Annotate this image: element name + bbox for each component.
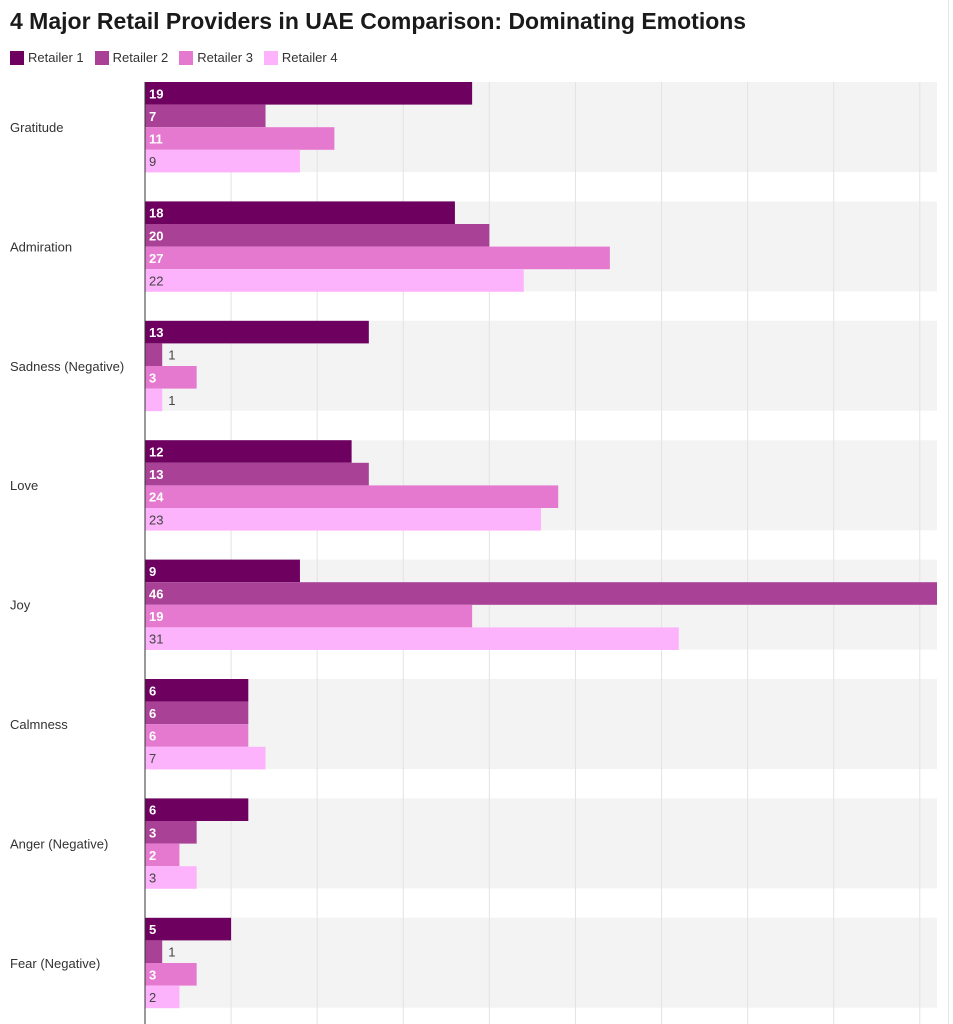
- chart-title: 4 Major Retail Providers in UAE Comparis…: [10, 8, 747, 34]
- data-label: 27: [149, 251, 163, 266]
- bar: [145, 746, 266, 770]
- data-label: 1: [168, 348, 175, 363]
- data-label: 18: [149, 206, 163, 221]
- data-label: 3: [149, 825, 156, 840]
- category-label: Admiration: [10, 239, 72, 254]
- category-label: Joy: [10, 598, 31, 613]
- data-label: 13: [149, 467, 163, 482]
- data-label: 12: [149, 445, 163, 460]
- data-label: 6: [149, 803, 156, 818]
- data-label: 2: [149, 848, 156, 863]
- bar: [145, 940, 163, 963]
- bar: [145, 246, 610, 270]
- category-label: Fear (Negative): [10, 956, 100, 971]
- data-label: 5: [149, 922, 156, 937]
- page-edge-rule: [948, 0, 949, 1024]
- bar: [145, 127, 335, 150]
- data-label: 19: [149, 609, 163, 624]
- data-label: 13: [149, 325, 163, 340]
- data-label: 3: [149, 370, 156, 385]
- bar: [145, 82, 473, 105]
- category-label: Calmness: [10, 717, 68, 732]
- data-label: 3: [149, 871, 156, 886]
- category-label: Anger (Negative): [10, 836, 108, 851]
- data-label: 6: [149, 683, 156, 698]
- data-label: 31: [149, 632, 163, 647]
- data-label: 1: [168, 393, 175, 408]
- bar: [145, 679, 249, 702]
- bar: [145, 343, 163, 366]
- data-label: 11: [149, 132, 163, 147]
- data-label: 9: [149, 564, 156, 579]
- bar: [145, 462, 369, 486]
- bar: [145, 582, 937, 605]
- bar: [145, 269, 524, 292]
- legend-label: Retailer 2: [112, 50, 169, 65]
- data-label: 3: [149, 967, 156, 982]
- category-label: Gratitude: [10, 120, 63, 135]
- data-label: 9: [149, 154, 156, 169]
- data-label: 2: [149, 990, 156, 1005]
- category-label: Sadness (Negative): [10, 359, 124, 374]
- legend-swatch: [263, 50, 278, 65]
- bar: [145, 485, 559, 508]
- legend-swatch: [179, 50, 194, 65]
- bar: [145, 627, 679, 650]
- data-label: 20: [149, 228, 163, 243]
- legend-item-retailer-4[interactable]: Retailer 4: [263, 50, 338, 65]
- bar: [145, 366, 197, 389]
- legend-swatch: [10, 50, 24, 65]
- bar: [145, 559, 300, 583]
- data-label: 19: [149, 86, 163, 101]
- data-label: 22: [149, 274, 163, 289]
- bar: [145, 843, 180, 867]
- bar: [145, 821, 197, 844]
- legend-label: Retailer 1: [28, 50, 84, 65]
- bar: [145, 724, 249, 747]
- bar: [145, 604, 473, 628]
- data-label: 6: [149, 706, 156, 721]
- bar: [145, 917, 232, 941]
- data-label: 24: [149, 490, 164, 505]
- bar: [145, 201, 455, 224]
- bar: [145, 701, 249, 725]
- legend-item-retailer-1[interactable]: Retailer 1: [10, 50, 84, 65]
- data-label: 23: [149, 512, 163, 527]
- data-label: 7: [149, 751, 156, 766]
- bar: [145, 963, 197, 986]
- bar: [145, 388, 163, 412]
- legend: Retailer 1 Retailer 2 Retailer 3 Retaile…: [10, 50, 338, 65]
- legend-item-retailer-2[interactable]: Retailer 2: [94, 50, 169, 65]
- bar: [145, 149, 300, 173]
- legend-item-retailer-3[interactable]: Retailer 3: [179, 50, 253, 65]
- data-label: 1: [168, 945, 175, 960]
- category-label: Love: [10, 478, 38, 493]
- legend-swatch: [94, 50, 109, 65]
- bar: [145, 985, 180, 1009]
- category-band: [145, 798, 937, 889]
- bar: [145, 866, 197, 889]
- legend-label: Retailer 3: [197, 50, 253, 65]
- bar: [145, 440, 352, 463]
- bar: [145, 798, 249, 821]
- bar: [145, 320, 369, 344]
- bar: [145, 224, 490, 247]
- category-band: [145, 679, 937, 769]
- bar: [145, 104, 266, 128]
- legend-label: Retailer 4: [281, 50, 338, 65]
- data-label: 6: [149, 729, 156, 744]
- bar: [145, 508, 541, 531]
- category-band: [145, 917, 937, 1008]
- data-label: 7: [149, 109, 156, 124]
- data-label: 46: [149, 587, 163, 602]
